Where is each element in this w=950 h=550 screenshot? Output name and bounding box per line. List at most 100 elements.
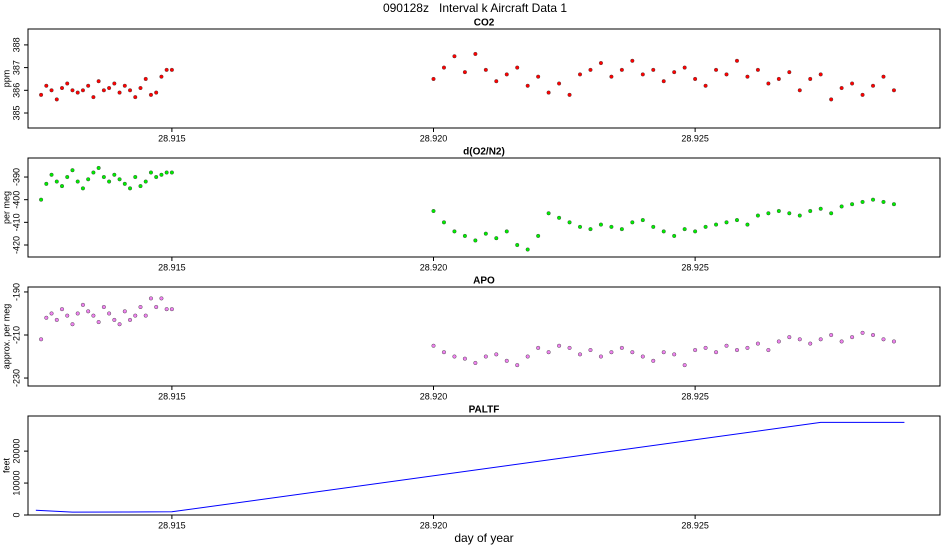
- point: [881, 199, 886, 204]
- point: [557, 343, 562, 348]
- point: [452, 54, 457, 59]
- point: [138, 184, 143, 189]
- point: [91, 170, 96, 175]
- point: [661, 79, 666, 84]
- point: [441, 65, 446, 70]
- point: [96, 320, 101, 325]
- point: [483, 67, 488, 72]
- point: [860, 199, 865, 204]
- point: [609, 74, 614, 79]
- point: [462, 233, 467, 238]
- point: [714, 350, 719, 355]
- point: [452, 354, 457, 359]
- point: [661, 350, 666, 355]
- point: [91, 95, 96, 100]
- point: [682, 363, 687, 368]
- point: [525, 83, 530, 88]
- y-tick-label: -230: [11, 369, 21, 387]
- point: [494, 352, 499, 357]
- y-axis-label: per meg: [1, 191, 11, 224]
- y-tick-label: -190: [11, 283, 21, 301]
- point: [672, 352, 677, 357]
- point: [441, 220, 446, 225]
- point: [138, 86, 143, 91]
- x-tick-label: 28.925: [681, 133, 709, 143]
- point: [473, 360, 478, 365]
- point: [693, 229, 698, 234]
- point: [86, 309, 91, 314]
- y-axis-label: feet: [1, 457, 11, 473]
- point: [122, 309, 127, 314]
- line: [35, 421, 905, 513]
- point: [483, 354, 488, 359]
- plot-frame: [27, 28, 941, 129]
- point: [483, 231, 488, 236]
- y-tick-label: 387: [11, 60, 21, 75]
- plot-frame: [27, 415, 941, 516]
- point: [881, 74, 886, 79]
- y-tick-label: 388: [11, 37, 21, 52]
- point: [143, 76, 148, 81]
- point: [630, 58, 635, 63]
- point: [745, 345, 750, 350]
- point: [473, 238, 478, 243]
- point: [808, 209, 813, 214]
- point: [65, 313, 70, 318]
- point: [557, 215, 562, 220]
- point: [107, 311, 112, 316]
- point: [462, 356, 467, 361]
- point: [164, 67, 169, 72]
- y-tick-label: -210: [11, 326, 21, 344]
- point: [60, 86, 65, 91]
- point: [504, 358, 509, 363]
- point: [169, 67, 174, 72]
- point: [117, 322, 122, 327]
- plot-frame: [27, 286, 941, 387]
- point: [70, 322, 75, 327]
- point: [133, 313, 138, 318]
- point: [734, 58, 739, 63]
- x-axis-label: day of year: [454, 531, 513, 545]
- point: [724, 220, 729, 225]
- point: [525, 354, 530, 359]
- point: [159, 172, 164, 177]
- point: [850, 335, 855, 340]
- point: [787, 335, 792, 340]
- x-tick-label: 28.925: [681, 520, 709, 530]
- point: [651, 224, 656, 229]
- x-tick-label: 28.920: [420, 391, 448, 401]
- point: [452, 229, 457, 234]
- point: [839, 339, 844, 344]
- point: [578, 352, 583, 357]
- point: [881, 337, 886, 342]
- point: [682, 65, 687, 70]
- point: [154, 305, 159, 310]
- y-tick-label: 20000: [11, 439, 21, 464]
- point: [525, 247, 530, 252]
- point: [80, 302, 85, 307]
- point: [578, 224, 583, 229]
- point: [536, 233, 541, 238]
- plot-frame: [27, 157, 941, 258]
- point: [672, 233, 677, 238]
- point: [154, 90, 159, 95]
- point: [588, 348, 593, 353]
- point: [431, 343, 436, 348]
- point: [80, 88, 85, 93]
- point: [598, 222, 603, 227]
- point: [431, 76, 436, 81]
- x-tick-label: 28.920: [420, 520, 448, 530]
- point: [86, 177, 91, 182]
- point: [640, 72, 645, 77]
- x-tick-label: 28.915: [158, 262, 186, 272]
- point: [80, 186, 85, 191]
- y-tick-label: 10000: [11, 471, 21, 496]
- point: [49, 88, 54, 93]
- point: [91, 313, 96, 318]
- y-tick-label: -390: [11, 168, 21, 186]
- point: [122, 181, 127, 186]
- y-tick-label: -400: [11, 191, 21, 209]
- point: [871, 197, 876, 202]
- point: [70, 88, 75, 93]
